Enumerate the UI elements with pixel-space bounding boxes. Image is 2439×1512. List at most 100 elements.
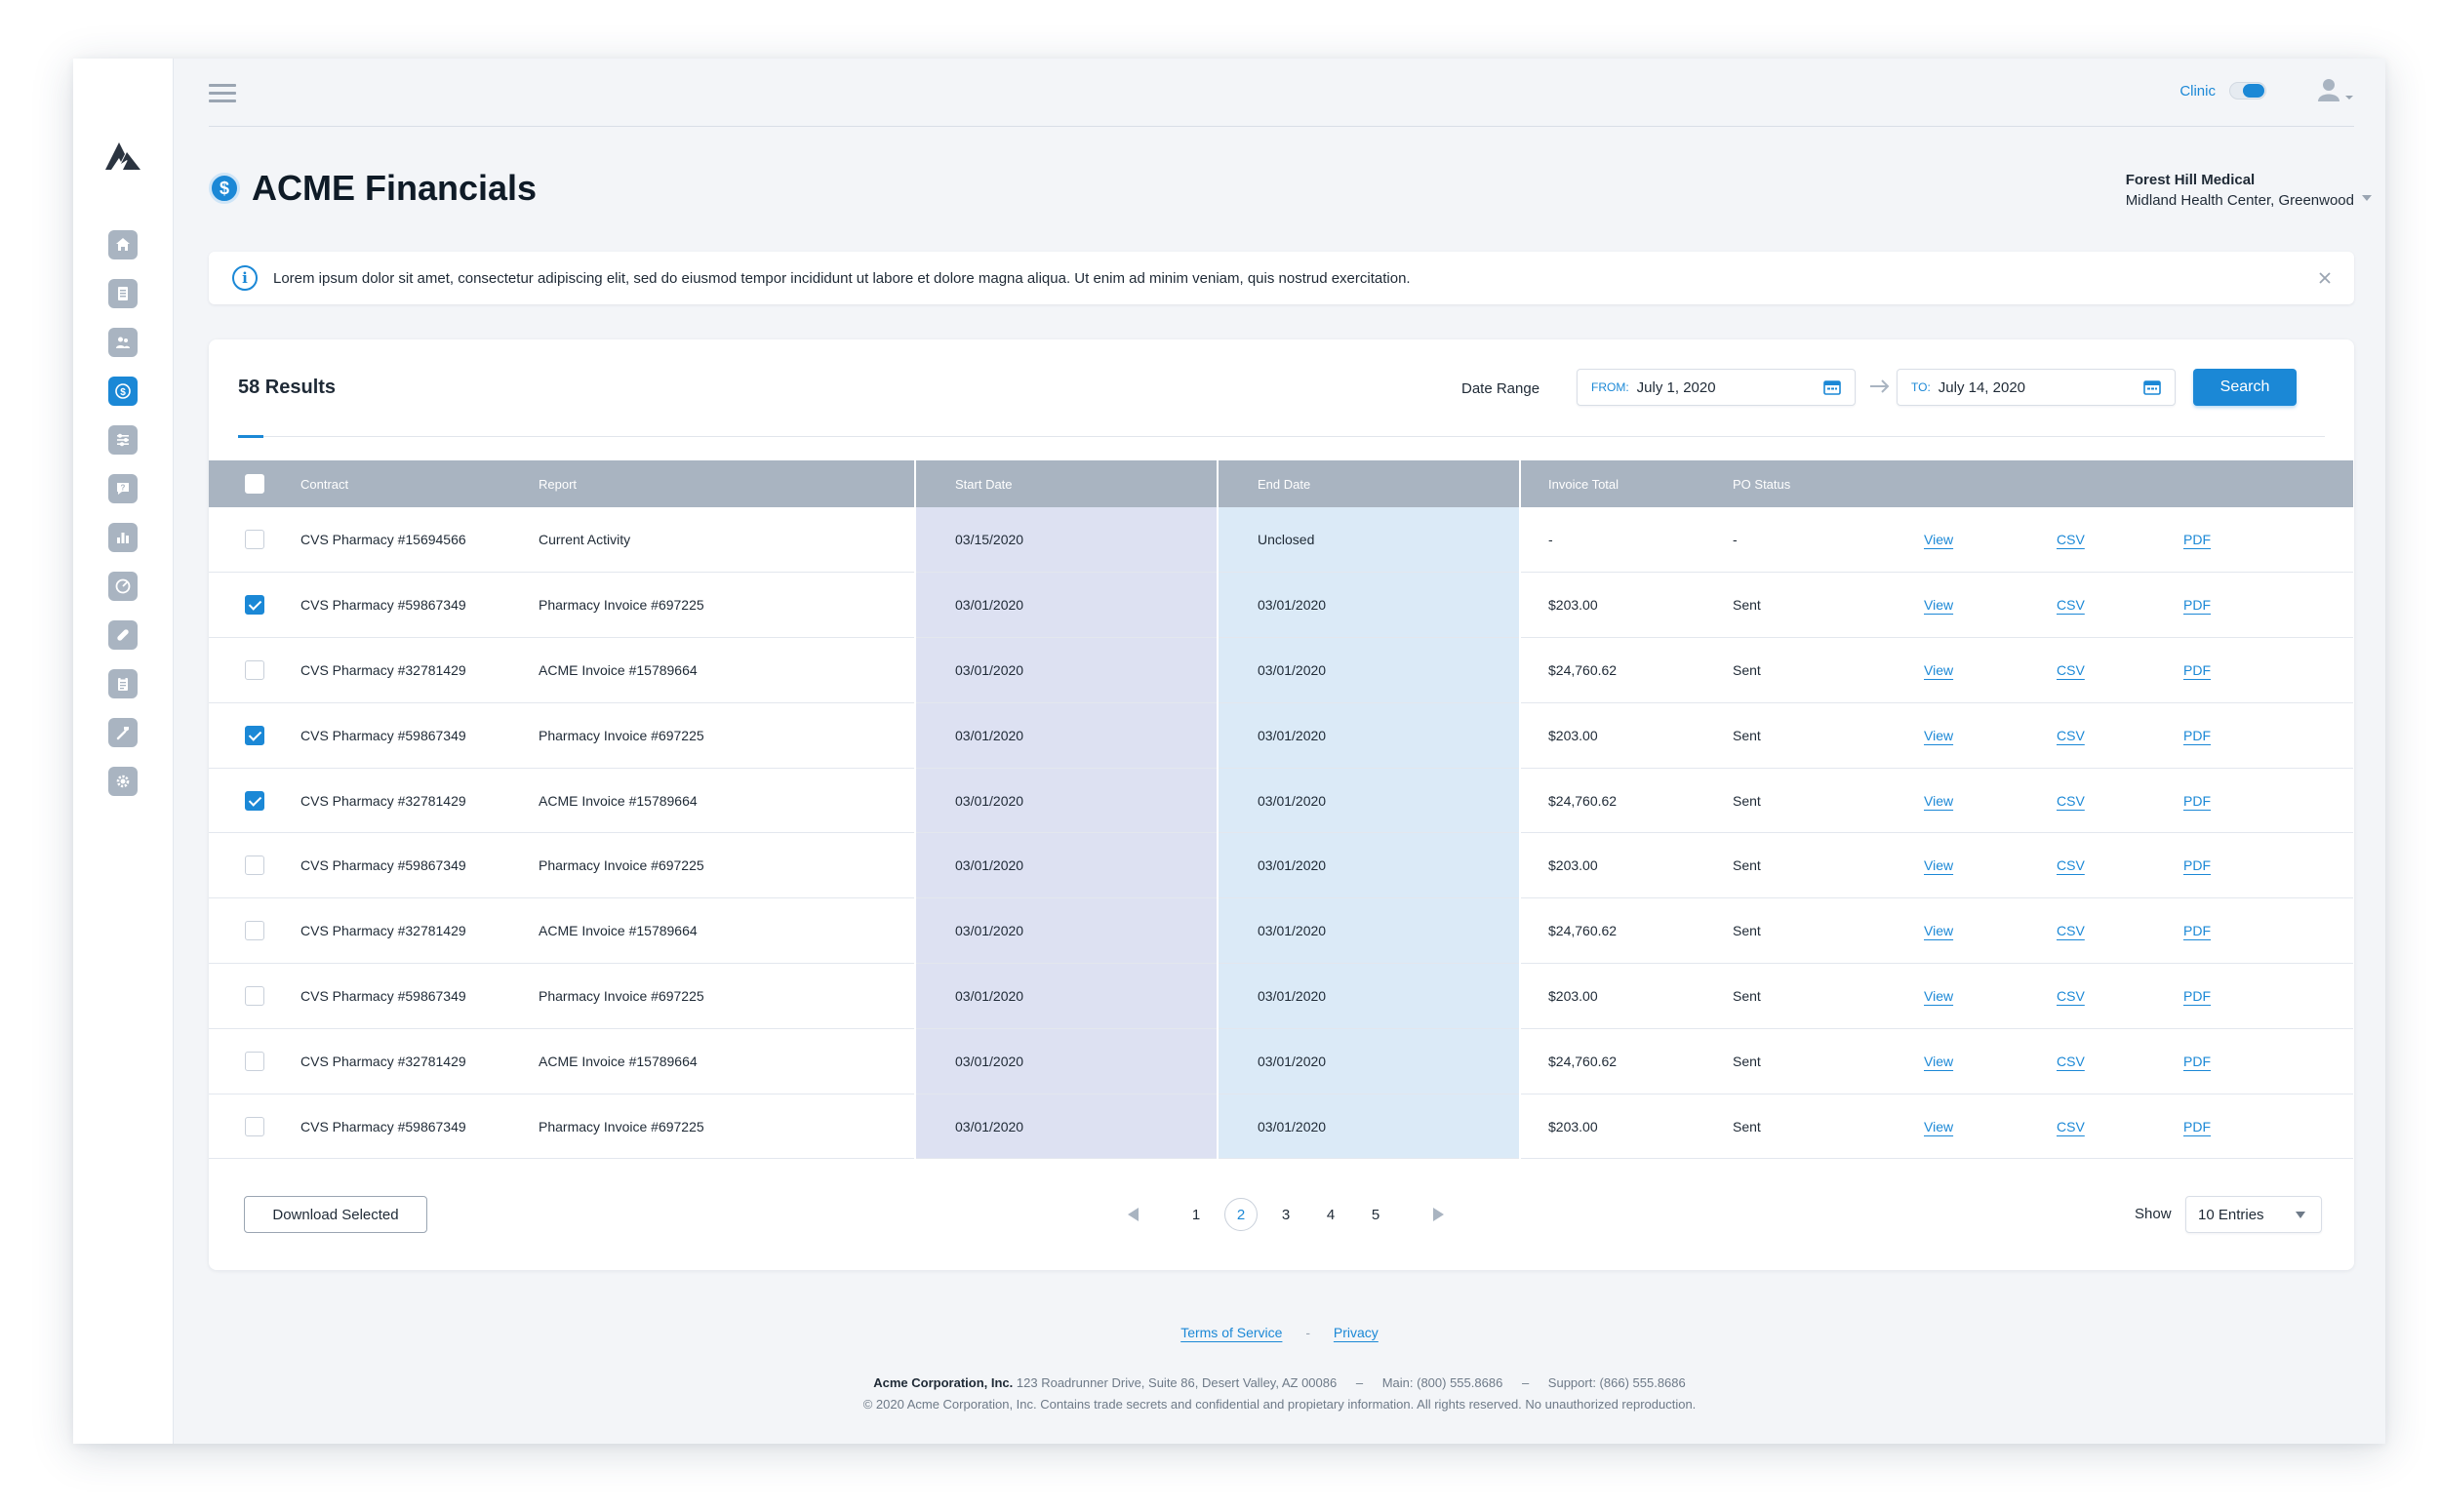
pagination: 1 2 3 4 5	[1128, 1196, 1444, 1233]
column-header-report[interactable]: Report	[539, 460, 915, 507]
sidebar-item-help[interactable]: ?	[108, 474, 138, 503]
from-prefix: FROM:	[1591, 380, 1629, 394]
pdf-link[interactable]: PDF	[2183, 727, 2211, 743]
select-all-checkbox[interactable]	[245, 474, 264, 494]
row-checkbox[interactable]	[245, 1051, 264, 1071]
search-button[interactable]: Search	[2193, 369, 2297, 406]
view-link[interactable]: View	[1924, 987, 1954, 1004]
entries-per-page-select[interactable]: 10 Entries	[2185, 1196, 2322, 1233]
page-3[interactable]: 3	[1281, 1206, 1291, 1223]
view-link[interactable]: View	[1924, 923, 1954, 939]
row-checkbox[interactable]	[245, 725, 264, 745]
next-page-icon[interactable]	[1433, 1208, 1444, 1221]
csv-link[interactable]: CSV	[2057, 1118, 2085, 1134]
page-5[interactable]: 5	[1371, 1206, 1380, 1223]
menu-toggle-button[interactable]	[209, 84, 236, 103]
table-row: CVS Pharmacy #59867349 Pharmacy Invoice #…	[209, 1094, 2353, 1160]
view-link[interactable]: View	[1924, 661, 1954, 678]
calendar-icon[interactable]	[2143, 379, 2161, 395]
csv-link[interactable]: CSV	[2057, 597, 2085, 614]
row-checkbox[interactable]	[245, 790, 264, 811]
sidebar-item-financials[interactable]: $	[108, 377, 138, 406]
view-link[interactable]: View	[1924, 727, 1954, 743]
row-checkbox[interactable]	[245, 855, 264, 876]
view-cell: View	[1924, 637, 2057, 703]
row-checkbox[interactable]	[245, 921, 264, 941]
user-menu[interactable]	[2317, 78, 2354, 101]
pdf-link[interactable]: PDF	[2183, 987, 2211, 1004]
row-checkbox[interactable]	[245, 595, 264, 616]
row-checkbox[interactable]	[245, 659, 264, 680]
csv-cell: CSV	[2057, 963, 2183, 1029]
from-date-input[interactable]: FROM: July 1, 2020	[1577, 369, 1856, 406]
user-avatar-icon	[2318, 79, 2339, 101]
clinic-label: Clinic	[2179, 82, 2216, 99]
page-1[interactable]: 1	[1191, 1206, 1201, 1223]
row-checkbox[interactable]	[245, 530, 264, 550]
sidebar-item-pharmacy[interactable]	[108, 620, 138, 650]
po-status-cell: Sent	[1733, 1028, 1924, 1094]
view-cell: View	[1924, 1094, 2057, 1160]
row-checkbox[interactable]	[245, 1116, 264, 1136]
table-row: CVS Pharmacy #32781429 ACME Invoice #1578…	[209, 637, 2353, 703]
sidebar-item-home[interactable]	[108, 230, 138, 259]
sidebar-item-settings-sliders[interactable]	[108, 425, 138, 455]
page-2-current[interactable]: 2	[1224, 1198, 1258, 1231]
csv-link[interactable]: CSV	[2057, 661, 2085, 678]
privacy-link[interactable]: Privacy	[1333, 1325, 1379, 1340]
invoice-total-cell: $203.00	[1519, 832, 1733, 899]
csv-link[interactable]: CSV	[2057, 987, 2085, 1004]
close-icon[interactable]	[2315, 268, 2335, 288]
organization-location: Midland Health Center, Greenwood	[2125, 192, 2354, 209]
clinic-toggle[interactable]	[2229, 82, 2266, 99]
view-link[interactable]: View	[1924, 792, 1954, 809]
terms-link[interactable]: Terms of Service	[1180, 1325, 1283, 1340]
column-header-end-date[interactable]: End Date	[1217, 460, 1520, 507]
calendar-icon[interactable]	[1823, 379, 1841, 395]
sidebar-item-documents[interactable]	[108, 279, 138, 308]
csv-link[interactable]: CSV	[2057, 857, 2085, 874]
table-row: CVS Pharmacy #59867349 Pharmacy Invoice #…	[209, 572, 2353, 639]
view-link[interactable]: View	[1924, 1053, 1954, 1069]
column-header-invoice-total[interactable]: Invoice Total	[1519, 460, 1733, 507]
hamburger-line	[209, 92, 236, 95]
pdf-link[interactable]: PDF	[2183, 532, 2211, 548]
organization-selector[interactable]: Forest Hill Medical Midland Health Cente…	[2125, 172, 2372, 209]
view-link[interactable]: View	[1924, 532, 1954, 548]
sidebar: $ ?	[73, 59, 174, 1444]
column-header-contract[interactable]: Contract	[300, 460, 539, 507]
column-header-po-status[interactable]: PO Status	[1733, 460, 1924, 507]
to-date-input[interactable]: TO: July 14, 2020	[1897, 369, 2176, 406]
view-link[interactable]: View	[1924, 857, 1954, 874]
chevron-down-icon	[2362, 195, 2372, 201]
footer-company: Acme Corporation, Inc.	[873, 1375, 1014, 1390]
csv-link[interactable]: CSV	[2057, 727, 2085, 743]
pdf-link[interactable]: PDF	[2183, 1118, 2211, 1134]
pdf-link[interactable]: PDF	[2183, 661, 2211, 678]
sidebar-item-people[interactable]	[108, 328, 138, 357]
csv-link[interactable]: CSV	[2057, 923, 2085, 939]
column-header-start-date-label: Start Date	[955, 476, 1013, 492]
sidebar-item-clipboard[interactable]	[108, 669, 138, 698]
page-4[interactable]: 4	[1326, 1206, 1336, 1223]
sidebar-item-tools[interactable]	[108, 718, 138, 747]
csv-link[interactable]: CSV	[2057, 792, 2085, 809]
pdf-link[interactable]: PDF	[2183, 923, 2211, 939]
acme-logo-icon[interactable]	[101, 135, 144, 178]
csv-link[interactable]: CSV	[2057, 532, 2085, 548]
download-selected-button[interactable]: Download Selected	[244, 1196, 427, 1233]
row-checkbox[interactable]	[245, 985, 264, 1006]
view-link[interactable]: View	[1924, 597, 1954, 614]
pdf-link[interactable]: PDF	[2183, 792, 2211, 809]
previous-page-icon[interactable]	[1128, 1208, 1139, 1221]
view-link[interactable]: View	[1924, 1118, 1954, 1134]
column-header-start-date[interactable]: Start Date	[914, 460, 1218, 507]
sidebar-item-dashboard[interactable]	[108, 572, 138, 601]
pdf-link[interactable]: PDF	[2183, 857, 2211, 874]
csv-link[interactable]: CSV	[2057, 1053, 2085, 1069]
pdf-link[interactable]: PDF	[2183, 1053, 2211, 1069]
footer-dash: –	[1355, 1375, 1364, 1390]
sidebar-item-settings[interactable]	[108, 767, 138, 796]
pdf-link[interactable]: PDF	[2183, 597, 2211, 614]
sidebar-item-reports[interactable]	[108, 523, 138, 552]
